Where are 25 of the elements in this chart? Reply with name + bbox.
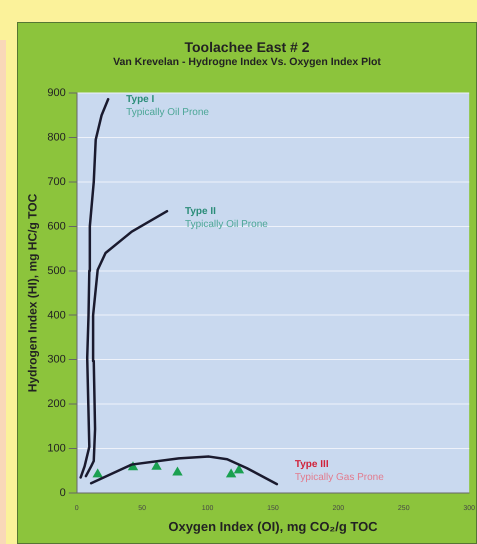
- x-axis-title: Oxygen Index (OI), mg CO₂/g TOC: [168, 518, 378, 534]
- point: [226, 468, 236, 478]
- chart-subtitle: Van Krevelan - Hydrogne Index Vs. Oxygen Index Plot: [112, 56, 382, 68]
- point: [234, 464, 244, 474]
- annotation: Typically Oil Prone: [185, 218, 268, 230]
- annotation: Type I: [126, 94, 155, 105]
- annotation: Type II: [185, 206, 216, 217]
- y-axis-title: Hydrogen Index (HI), mg HC/g TOC: [26, 193, 40, 392]
- y-tick-label: 900: [47, 87, 66, 100]
- y-tick-label: 500: [47, 264, 66, 277]
- y-tick-label: 300: [47, 354, 66, 366]
- annotation: Type III: [294, 458, 329, 470]
- y-tick-label: 0: [60, 487, 66, 500]
- y-tick-label: 600: [47, 220, 66, 232]
- point: [152, 461, 162, 470]
- annotation: Typically Oil Prone: [126, 106, 210, 118]
- annotation: Typically Gas Prone: [294, 472, 384, 483]
- point: [172, 467, 182, 476]
- chart-title: Toolachee East # 2: [183, 39, 310, 55]
- y-tick-label: 800: [47, 131, 66, 144]
- y-tick-label: 100: [47, 442, 66, 455]
- point: [92, 468, 103, 478]
- y-tick-label: 400: [47, 309, 66, 322]
- y-tick-label: 700: [47, 176, 66, 188]
- y-tick-label: 200: [47, 398, 66, 410]
